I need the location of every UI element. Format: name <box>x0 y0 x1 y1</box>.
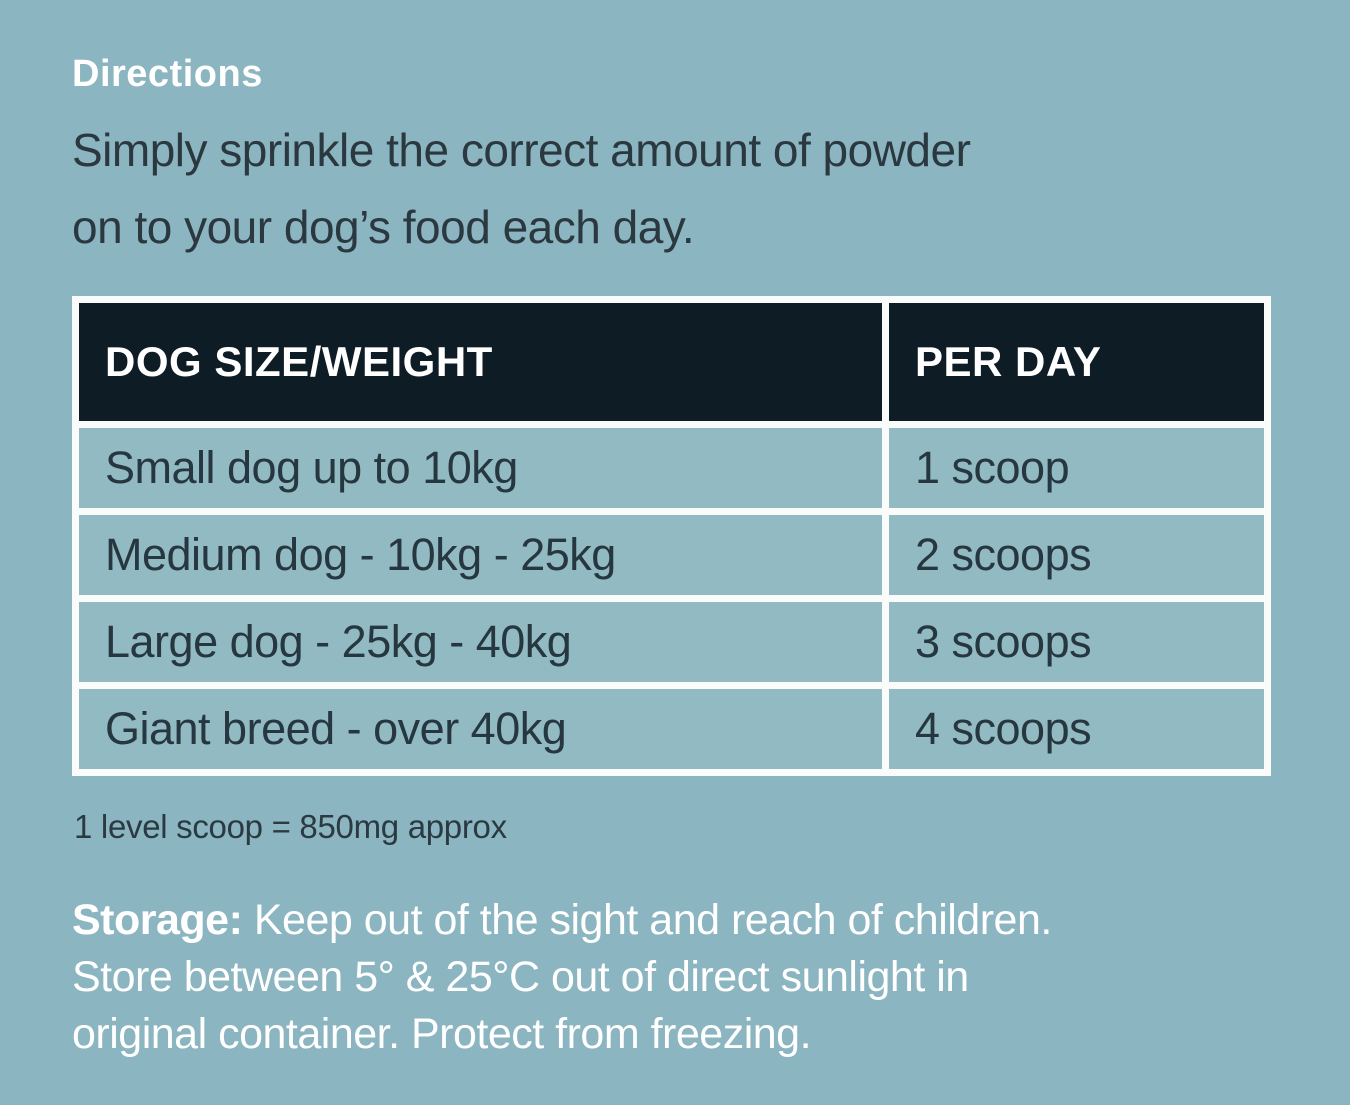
per-day-cell: 3 scoops <box>882 594 1271 689</box>
storage-line-2: Store between 5° & 25°C out of direct su… <box>72 952 969 1001</box>
dog-size-cell: Giant breed - over 40kg <box>72 681 889 776</box>
storage-line-1: Keep out of the sight and reach of child… <box>253 895 1052 944</box>
per-day-cell: 4 scoops <box>882 681 1271 776</box>
dosage-table-body: Small dog up to 10kg 1 scoop Medium dog - … <box>72 420 1271 776</box>
intro-line-2: on to your dog’s food each day. <box>72 200 695 253</box>
dog-size-cell: Large dog - 25kg - 40kg <box>72 594 889 689</box>
intro-paragraph: Simply sprinkle the correct amount of po… <box>72 112 1262 266</box>
dosage-table: DOG SIZE/WEIGHT PER DAY Small dog up to … <box>72 295 1271 776</box>
storage-label: Storage: <box>72 895 243 944</box>
dog-size-cell: Small dog up to 10kg <box>72 420 889 515</box>
table-row: Medium dog - 10kg - 25kg 2 scoops <box>72 507 1271 602</box>
intro-line-1: Simply sprinkle the correct amount of po… <box>72 123 971 176</box>
table-row: Large dog - 25kg - 40kg 3 scoops <box>72 594 1271 689</box>
dog-size-cell: Medium dog - 10kg - 25kg <box>72 507 889 602</box>
column-header-dog-size: DOG SIZE/WEIGHT <box>72 295 889 428</box>
storage-paragraph: Storage: Keep out of the sight and reach… <box>72 892 1262 1063</box>
table-header-row: DOG SIZE/WEIGHT PER DAY <box>72 295 1271 428</box>
table-row: Giant breed - over 40kg 4 scoops <box>72 681 1271 776</box>
storage-line-3: original container. Protect from freezin… <box>72 1009 812 1058</box>
table-row: Small dog up to 10kg 1 scoop <box>72 420 1271 515</box>
scoop-footnote: 1 level scoop = 850mg approx <box>74 807 507 845</box>
per-day-cell: 2 scoops <box>882 507 1271 602</box>
directions-heading: Directions <box>72 53 263 95</box>
column-header-per-day: PER DAY <box>882 295 1271 428</box>
per-day-cell: 1 scoop <box>882 420 1271 515</box>
